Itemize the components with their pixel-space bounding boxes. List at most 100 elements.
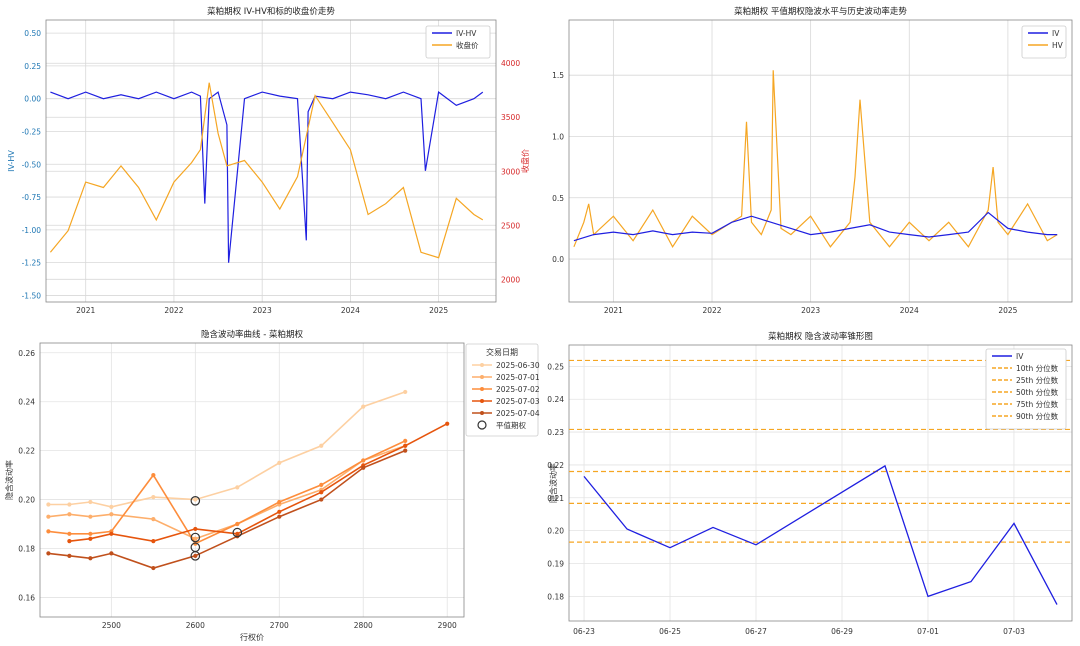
chart4-xtick-label: 06-25 [659, 627, 681, 636]
atm-iv-hv-chart: 菜粕期权 平值期权隐波水平与历史波动率走势 1.5 1.0 0.5 0.0 2021 202… [552, 6, 1073, 315]
chart3-legend-label-5: 平值期权 [496, 420, 526, 430]
chart3-point-0 [46, 502, 51, 507]
chart1-series-1 [49, 82, 484, 259]
chart1-ylabel: IV-HV [7, 150, 16, 172]
chart4-legend-label-3: 50th 分位数 [1016, 387, 1059, 397]
chart3-legend-dot-2 [480, 387, 484, 391]
chart4-ytick-label: 0.20 [547, 527, 564, 536]
chart3-point-4 [151, 565, 156, 571]
chart2-legend-frame [1021, 25, 1067, 59]
chart3-atm-marker [190, 495, 201, 506]
chart3-point-3 [403, 443, 408, 448]
chart3-ytick-label: 0.18 [18, 545, 35, 554]
chart3-point-4 [319, 497, 324, 502]
chart3-xlabel: 行权价 [240, 632, 264, 642]
chart1-y2label: 收盘价 [520, 149, 530, 173]
chart2-ytick-label: 1.0 [552, 132, 564, 141]
chart4-ytick-label: 0.19 [547, 560, 564, 569]
chart4-plot-frame [568, 344, 1073, 622]
chart3-point-3 [67, 539, 72, 544]
chart3-point-1 [88, 514, 93, 519]
chart3-ytick-label: 0.22 [18, 447, 35, 456]
chart2-series-0 [573, 211, 1058, 242]
chart1-ytick-label: 0.00 [24, 95, 41, 104]
chart3-point-0 [109, 504, 114, 510]
chart3-point-4 [361, 465, 366, 470]
chart1-ytick-label: -0.50 [22, 160, 42, 169]
chart4-xtick-label: 07-03 [1003, 627, 1025, 636]
chart3-xtick-label: 2500 [102, 621, 121, 630]
chart3-series-0 [48, 391, 406, 508]
chart3-xtick-label: 2700 [270, 621, 289, 630]
chart3-xtick-label: 2800 [354, 621, 373, 630]
chart3-point-3 [88, 536, 93, 541]
chart1-xtick-label: 2024 [341, 306, 360, 315]
chart4-legend-label-4: 75th 分位数 [1016, 399, 1059, 409]
chart3-legend-dot-1 [480, 375, 484, 379]
chart2-ytick-label: 0.0 [552, 255, 564, 264]
chart3-legend-label-0: 2025-06-30 [496, 361, 540, 370]
chart3-point-2 [403, 438, 408, 443]
chart2-title: 菜粕期权 平值期权隐波水平与历史波动率走势 [734, 6, 907, 17]
chart4-ytick-label: 0.23 [547, 428, 564, 437]
chart3-point-3 [193, 526, 198, 532]
chart3-point-2 [235, 521, 240, 527]
chart3-series-2 [48, 440, 406, 545]
chart3-point-1 [151, 517, 156, 522]
chart1-plot-frame [45, 19, 497, 303]
chart4-ylabel: 隐含波动率 [548, 463, 558, 503]
chart3-atm-marker [232, 527, 243, 538]
chart3-legend-title: 交易日期 [486, 347, 518, 357]
chart3-xtick-label: 2900 [438, 621, 457, 630]
chart3-atm-marker [190, 532, 201, 543]
chart2-xtick-label: 2024 [900, 306, 919, 315]
chart3-point-2 [151, 473, 156, 478]
chart3-point-4 [277, 514, 282, 519]
chart3-point-2 [277, 499, 282, 505]
chart4-ytick-label: 0.22 [547, 461, 564, 470]
chart1-y2tick-label: 3500 [501, 113, 520, 122]
chart3-point-2 [46, 529, 51, 534]
chart1-xtick-label: 2025 [429, 306, 448, 315]
chart3-point-0 [88, 499, 93, 505]
chart3-point-0 [235, 485, 240, 490]
chart3-point-0 [151, 495, 156, 500]
chart4-xtick-label: 06-29 [831, 627, 853, 636]
chart3-legend-label-2: 2025-07-02 [496, 385, 540, 394]
chart3-legend-dot-0 [480, 363, 484, 367]
chart3-point-1 [193, 536, 198, 541]
chart4-series-0 [583, 464, 1058, 605]
chart3-ylabel: 隐含波动率 [4, 460, 14, 500]
chart2-xtick-label: 2023 [801, 306, 820, 315]
chart4-ytick-label: 0.21 [547, 494, 564, 503]
chart3-xtick-label: 2600 [186, 621, 205, 630]
chart2-series-1 [573, 70, 1058, 248]
chart3-point-2 [319, 482, 324, 487]
chart3-series-1 [48, 445, 406, 540]
chart1-xtick-label: 2021 [76, 306, 95, 315]
chart3-atm-marker [190, 551, 201, 561]
chart3-point-3 [151, 539, 156, 544]
chart1-legend-label-1: 收盘价 [456, 40, 479, 50]
chart2-xtick-label: 2022 [702, 306, 721, 315]
chart1-ytick-label: -1.25 [22, 259, 42, 268]
chart3-ytick-label: 0.20 [18, 496, 35, 505]
chart1-title: 菜粕期权 IV-HV和标的收盘价走势 [207, 6, 335, 17]
chart1-ytick-label: 0.50 [24, 29, 41, 38]
iv-smile-chart: 隐含波动率曲线 - 菜粕期权 0.26 0.24 0.22 0.20 0.18 0.16 25… [4, 329, 540, 642]
chart1-xtick-label: 2023 [253, 306, 272, 315]
iv-cone-chart: 菜粕期权 隐含波动率锥形图 0.25 0.24 0.23 0.22 0.21 0.20 0.1… [547, 331, 1073, 636]
chart3-point-0 [277, 460, 282, 465]
chart3-ytick-label: 0.16 [18, 593, 35, 602]
chart3-title: 隐含波动率曲线 - 菜粕期权 [201, 329, 303, 340]
chart3-point-0 [193, 497, 198, 502]
chart3-point-4 [67, 553, 72, 558]
chart3-point-3 [109, 531, 114, 536]
chart3-point-3 [445, 421, 450, 426]
chart3-legend-label-1: 2025-07-01 [496, 373, 540, 382]
chart1-series-0 [50, 91, 484, 263]
chart3-point-2 [88, 531, 93, 536]
chart1-xtick-label: 2022 [164, 306, 183, 315]
chart1-y2tick-label: 2500 [501, 221, 520, 230]
